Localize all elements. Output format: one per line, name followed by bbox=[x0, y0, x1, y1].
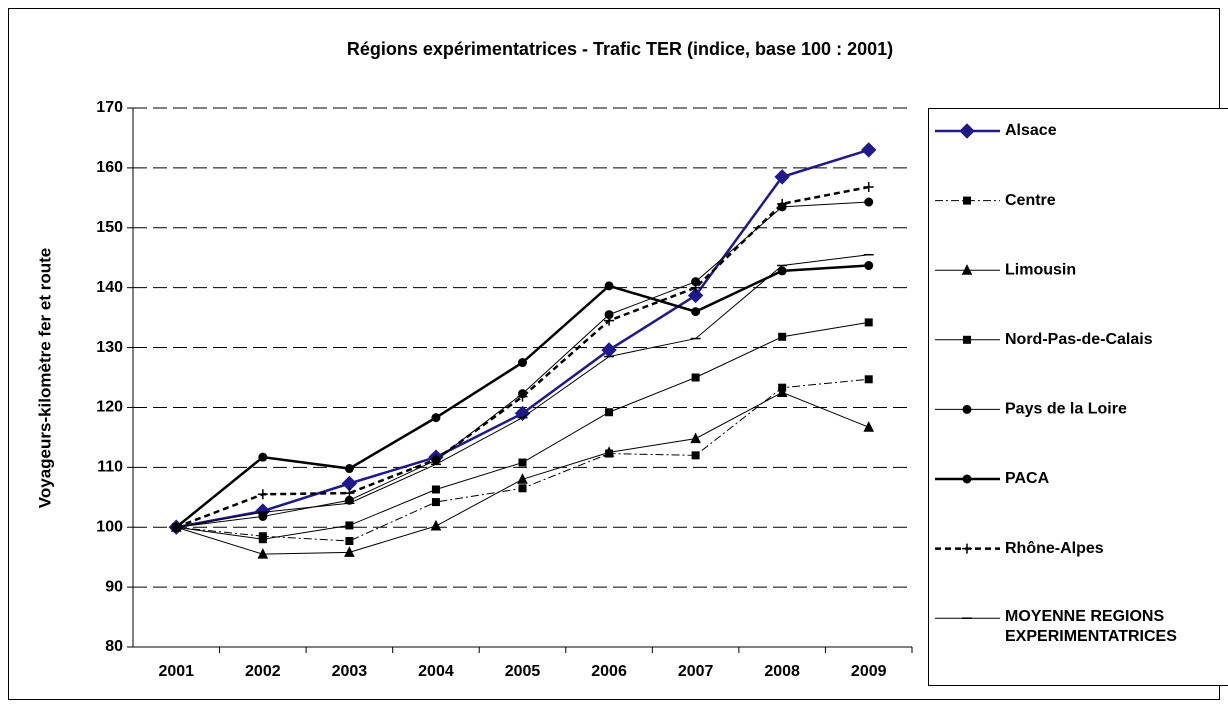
y-tick-label: 100 bbox=[96, 518, 123, 535]
marker bbox=[864, 318, 873, 327]
x-tick-label: 2003 bbox=[332, 663, 368, 680]
marker bbox=[258, 452, 268, 462]
legend-label: MOYENNE REGIONS EXPERIMENTATRICES bbox=[1005, 608, 1177, 645]
marker bbox=[431, 498, 440, 507]
x-tick-label: 2007 bbox=[678, 663, 714, 680]
x-tick-label: 2008 bbox=[764, 663, 800, 680]
marker bbox=[345, 536, 354, 545]
marker bbox=[431, 485, 440, 494]
legend-label: Limousin bbox=[1005, 261, 1076, 278]
x-tick-label: 2005 bbox=[505, 663, 541, 680]
marker bbox=[777, 198, 788, 209]
marker bbox=[776, 386, 788, 397]
marker bbox=[344, 546, 355, 557]
marker bbox=[774, 169, 790, 185]
marker bbox=[959, 123, 975, 139]
y-tick-label: 80 bbox=[105, 638, 123, 655]
y-tick-label: 130 bbox=[96, 339, 123, 356]
chart-title: Régions expérimentatrices - Trafic TER (… bbox=[347, 39, 893, 59]
legend-label: Pays de la Loire bbox=[1005, 401, 1127, 418]
marker bbox=[861, 142, 877, 158]
x-tick-label: 2004 bbox=[418, 663, 454, 680]
legend-label: Rhône-Alpes bbox=[1005, 540, 1104, 557]
marker bbox=[691, 307, 701, 317]
marker bbox=[690, 282, 701, 293]
y-tick-label: 110 bbox=[97, 459, 123, 476]
marker bbox=[963, 196, 971, 205]
y-tick-label: 150 bbox=[96, 219, 123, 236]
marker bbox=[258, 535, 267, 544]
x-tick-label: 2009 bbox=[851, 663, 887, 680]
marker bbox=[604, 281, 614, 291]
marker bbox=[518, 484, 527, 493]
marker bbox=[344, 488, 355, 499]
marker bbox=[430, 519, 442, 531]
x-tick-label: 2002 bbox=[245, 663, 281, 680]
marker bbox=[691, 373, 700, 382]
marker bbox=[258, 511, 268, 521]
marker bbox=[962, 474, 972, 484]
marker bbox=[691, 451, 700, 460]
marker bbox=[778, 332, 787, 341]
x-tick-label: 2001 bbox=[158, 663, 194, 680]
marker bbox=[518, 358, 527, 368]
marker bbox=[604, 315, 615, 326]
marker bbox=[431, 413, 441, 423]
marker bbox=[962, 404, 972, 414]
marker bbox=[687, 287, 704, 304]
marker bbox=[345, 521, 354, 530]
legend-label: PACA bbox=[1005, 470, 1050, 487]
series-line bbox=[175, 185, 869, 529]
legend-label: Alsace bbox=[1005, 122, 1057, 139]
marker bbox=[863, 421, 875, 432]
marker bbox=[430, 454, 441, 465]
marker bbox=[961, 264, 973, 275]
y-tick-label: 120 bbox=[96, 399, 123, 416]
marker bbox=[864, 197, 874, 207]
y-tick-label: 160 bbox=[96, 159, 123, 176]
marker bbox=[603, 446, 615, 457]
marker bbox=[517, 391, 528, 402]
marker bbox=[963, 335, 971, 344]
x-tick-label: 2006 bbox=[591, 663, 627, 680]
y-axis-label: Voyageurs-kilomètre fer et route bbox=[35, 248, 54, 508]
y-tick-label: 170 bbox=[96, 99, 123, 116]
legend-label: Centre bbox=[1005, 192, 1056, 209]
marker bbox=[257, 548, 269, 559]
marker bbox=[605, 408, 614, 417]
marker bbox=[864, 375, 873, 384]
y-tick-label: 140 bbox=[96, 279, 123, 296]
y-tick-label: 90 bbox=[105, 578, 123, 595]
marker bbox=[863, 182, 874, 193]
marker bbox=[257, 489, 268, 500]
marker bbox=[344, 464, 354, 474]
marker bbox=[690, 432, 701, 444]
legend-frame bbox=[928, 108, 1228, 686]
marker bbox=[518, 458, 527, 467]
marker bbox=[864, 261, 874, 271]
legend-label: Nord-Pas-de-Calais bbox=[1005, 331, 1153, 348]
marker bbox=[777, 266, 787, 276]
marker bbox=[517, 473, 528, 484]
marker bbox=[962, 543, 972, 554]
